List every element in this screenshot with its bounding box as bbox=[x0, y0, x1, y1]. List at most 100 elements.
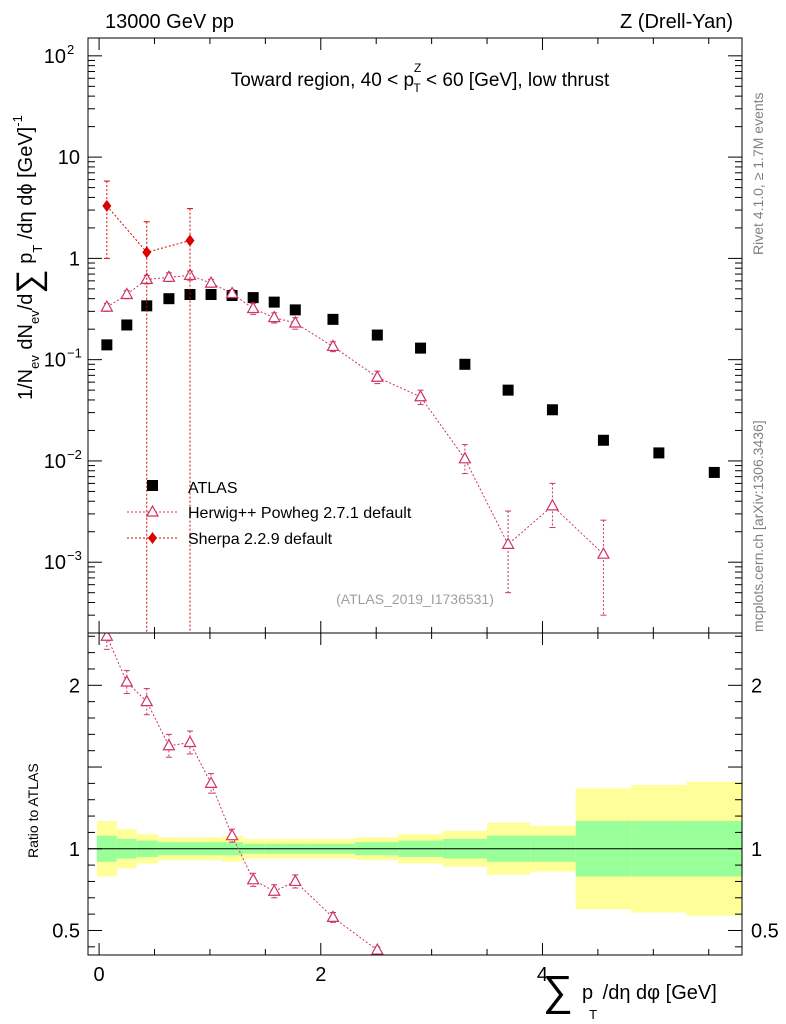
main-atlas-point bbox=[327, 313, 339, 325]
y-tick-exponent: −2 bbox=[67, 447, 82, 462]
ratio-y-tick-label-right: 2 bbox=[751, 675, 762, 697]
main-atlas-point bbox=[205, 288, 217, 300]
main-herwig-point bbox=[458, 451, 472, 464]
title-sub: T bbox=[413, 81, 421, 95]
ratio-y-tick-label: 0.5 bbox=[52, 920, 80, 942]
main-herwig-point bbox=[288, 315, 302, 328]
main-y-axis-label: 1/Nev dNev/d∑ pT /dη dϕ [GeV]-1 bbox=[10, 115, 48, 400]
ratio-herwig-point bbox=[246, 872, 260, 885]
y-tick-label: 10 bbox=[44, 46, 66, 68]
main-plot-frame bbox=[87, 37, 743, 634]
main-atlas-point bbox=[289, 304, 301, 316]
ratio-herwig-point bbox=[326, 910, 340, 923]
ratio-y-tick-label: 1 bbox=[69, 839, 80, 861]
main-atlas-point bbox=[101, 339, 113, 351]
main-herwig-point bbox=[100, 299, 114, 312]
main-herwig-point bbox=[162, 270, 176, 282]
main-herwig-point bbox=[246, 301, 260, 314]
mcplots-source-label: mcplots.cern.ch [arXiv:1306.3436] bbox=[750, 420, 766, 632]
ratio-y-axis-label: Ratio to ATLAS bbox=[25, 763, 41, 858]
xlabel-lead: p bbox=[582, 982, 593, 1004]
title-lead: Toward region, 40 < p bbox=[231, 70, 414, 91]
analysis-watermark: (ATLAS_2019_I1736531) bbox=[336, 591, 494, 607]
main-herwig-point bbox=[204, 275, 218, 288]
x-tick-label: 4 bbox=[537, 964, 548, 986]
main-herwig-point bbox=[120, 287, 134, 300]
ratio-series-group bbox=[100, 633, 384, 955]
main-atlas-point bbox=[708, 466, 720, 478]
ratio-y-tick-label-right: 1 bbox=[751, 839, 762, 861]
ratio-herwig-point bbox=[162, 738, 176, 751]
main-herwig-point bbox=[370, 370, 384, 382]
header-right: Z (Drell-Yan) bbox=[620, 11, 733, 33]
ratio-y-tick-label-right: 0.5 bbox=[751, 920, 779, 942]
y-tick-exponent: 2 bbox=[67, 42, 74, 57]
legend-label-sherpa: Sherpa 2.2.9 default bbox=[188, 531, 333, 548]
ratio-herwig-point bbox=[204, 776, 218, 788]
main-sherpa-line bbox=[106, 205, 191, 253]
y-tick-exponent: −1 bbox=[67, 346, 82, 361]
header-left: 13000 GeV pp bbox=[105, 11, 234, 33]
ratio-herwig-point bbox=[225, 828, 239, 841]
rivet-version-label: Rivet 4.1.0, ≥ 1.7M events bbox=[750, 92, 766, 255]
legend-label-herwig: Herwig++ Powheg 2.7.1 default bbox=[188, 505, 412, 522]
ratio-herwig-point bbox=[183, 735, 197, 748]
main-atlas-point bbox=[653, 447, 665, 459]
ratio-herwig-point bbox=[370, 942, 384, 955]
y-tick-label: 1 bbox=[69, 248, 80, 270]
legend-marker-herwig bbox=[145, 504, 160, 517]
legend-label-atlas: ATLAS bbox=[188, 480, 238, 497]
main-herwig-point bbox=[225, 286, 239, 299]
ratio-uncertainty-bands bbox=[88, 781, 742, 916]
main-atlas-point bbox=[371, 329, 383, 341]
title-tail: < 60 [GeV], low thrust bbox=[421, 70, 610, 91]
main-herwig-point bbox=[326, 339, 340, 352]
main-sherpa-point bbox=[142, 246, 152, 259]
ratio-herwig-point bbox=[140, 694, 154, 707]
main-herwig-point bbox=[501, 537, 515, 549]
y-tick-label: 10 bbox=[44, 350, 66, 372]
svg-text:pT /dη dφ [GeV]: pT /dη dφ [GeV] bbox=[582, 982, 717, 1022]
main-atlas-point bbox=[415, 342, 427, 354]
ratio-herwig-point bbox=[288, 874, 302, 887]
main-atlas-point bbox=[247, 292, 259, 304]
ylabel-text: 1/Nev dNev/d∑ pT /dη dϕ [GeV]-1 bbox=[10, 115, 48, 400]
legend: ATLAS Herwig++ Powheg 2.7.1 default Sher… bbox=[127, 480, 412, 548]
ratio-herwig-point bbox=[267, 884, 281, 896]
ratio-plot-frame bbox=[87, 632, 743, 956]
main-sherpa-point bbox=[185, 234, 195, 247]
main-herwig-point bbox=[596, 546, 610, 559]
data-series bbox=[100, 180, 720, 955]
xlabel-sum-sign: ∑ bbox=[543, 967, 573, 1014]
legend-marker-atlas bbox=[147, 480, 158, 491]
main-atlas-point bbox=[268, 296, 280, 308]
main-atlas-point bbox=[502, 384, 514, 396]
main-atlas-point bbox=[597, 434, 609, 446]
y-tick-label: 10 bbox=[58, 147, 80, 169]
main-atlas-point bbox=[459, 358, 471, 370]
main-atlas-point bbox=[163, 293, 175, 305]
main-herwig-point bbox=[545, 498, 559, 511]
main-sherpa-point bbox=[102, 199, 112, 212]
ratio-y-tick-label: 2 bbox=[69, 675, 80, 697]
y-tick-label: 10 bbox=[44, 451, 66, 473]
main-atlas-point bbox=[121, 319, 133, 331]
ratio-herwig-point bbox=[120, 674, 134, 687]
xlabel-tail: /dη dφ [GeV] bbox=[597, 982, 717, 1004]
ratio-herwig-point bbox=[100, 633, 114, 641]
main-herwig-point bbox=[267, 310, 281, 323]
main-herwig-point bbox=[414, 389, 428, 402]
y-tick-exponent: −3 bbox=[67, 548, 82, 563]
x-tick-label: 0 bbox=[94, 964, 105, 986]
main-title: Toward region, 40 < pZ T < 60 [GeV], low … bbox=[231, 61, 610, 95]
x-tick-label: 2 bbox=[315, 964, 326, 986]
title-sup: Z bbox=[414, 61, 421, 75]
ratio-herwig-line bbox=[106, 636, 378, 951]
legend-marker-sherpa bbox=[148, 532, 157, 544]
y-tick-label: 10 bbox=[44, 552, 66, 574]
xlabel-sub: T bbox=[589, 1007, 597, 1022]
main-atlas-point bbox=[546, 404, 558, 416]
